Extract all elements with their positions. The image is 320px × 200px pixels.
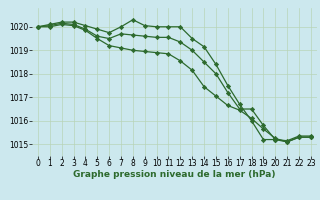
X-axis label: Graphe pression niveau de la mer (hPa): Graphe pression niveau de la mer (hPa) [73, 170, 276, 179]
